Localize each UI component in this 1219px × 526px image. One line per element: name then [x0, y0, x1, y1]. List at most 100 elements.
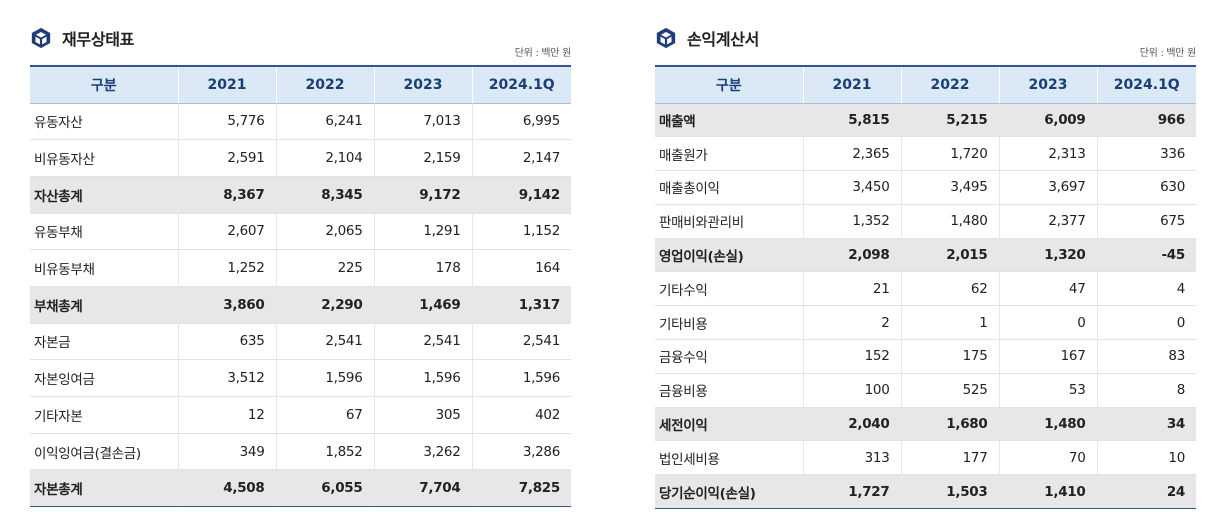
value-cell: 62 [900, 271, 999, 307]
value-cell: 313 [802, 440, 901, 476]
value-cell: 5,776 [177, 103, 276, 141]
value-cell: 70 [998, 440, 1097, 476]
value-cell: 1,503 [900, 474, 999, 510]
value-cell: 2,541 [373, 323, 472, 361]
value-cell: 2,040 [802, 407, 901, 442]
row-label: 자본총계 [30, 469, 178, 508]
value-cell: 3,262 [373, 433, 472, 471]
income-statement-unit: 단위 : 백만 원 [1139, 48, 1197, 59]
value-cell: 1,596 [275, 359, 374, 397]
table-row: 매출총이익 3,450 3,495 3,697 630 [655, 170, 1196, 205]
value-cell: 47 [998, 271, 1097, 307]
value-cell: 1,152 [471, 213, 571, 251]
value-cell: 402 [471, 396, 571, 434]
value-cell: 12 [177, 396, 276, 434]
header-cell: 2021 [177, 65, 276, 104]
value-cell: 3,450 [802, 170, 901, 205]
value-cell: 1,596 [471, 359, 571, 397]
value-cell: 3,697 [998, 170, 1097, 205]
value-cell: 225 [275, 249, 374, 287]
row-label: 영업이익(손실) [655, 238, 803, 273]
table-row: 세전이익 2,040 1,680 1,480 34 [655, 407, 1196, 442]
row-label: 매출총이익 [655, 170, 803, 205]
income-statement-title: 손익계산서 [687, 30, 760, 49]
value-cell: 167 [998, 339, 1097, 374]
header-cell: 구분 [30, 65, 178, 104]
value-cell: 1,352 [802, 204, 901, 239]
row-label: 비유동부채 [30, 249, 178, 287]
value-cell: 1,252 [177, 249, 276, 287]
value-cell: 2 [802, 305, 901, 341]
value-cell: 2,159 [373, 139, 472, 177]
table-row: 자본금 635 2,541 2,541 2,541 [30, 323, 571, 361]
value-cell: 21 [802, 271, 901, 307]
value-cell: 3,495 [900, 170, 999, 205]
header-cell: 2022 [900, 65, 999, 104]
value-cell: 9,142 [471, 176, 571, 214]
value-cell: 1,720 [900, 136, 999, 172]
value-cell: 1,727 [802, 474, 901, 510]
value-cell: 6,055 [275, 469, 374, 508]
value-cell: 1,596 [373, 359, 472, 397]
value-cell: 2,377 [998, 204, 1097, 239]
row-label: 판매비와관리비 [655, 204, 803, 239]
header-cell: 2022 [275, 65, 374, 104]
row-label: 당기순이익(손실) [655, 474, 803, 510]
header-cell: 2021 [802, 65, 901, 104]
table-header-row: 구분 2021 2022 2023 2024.1Q [655, 65, 1196, 104]
table-row: 유동자산 5,776 6,241 7,013 6,995 [30, 103, 571, 141]
value-cell: 152 [802, 339, 901, 374]
value-cell: 336 [1096, 136, 1196, 172]
value-cell: 1,291 [373, 213, 472, 251]
value-cell: 175 [900, 339, 999, 374]
table-row: 기타자본 12 67 305 402 [30, 396, 571, 434]
value-cell: 5,215 [900, 103, 999, 138]
table-row: 비유동부채 1,252 225 178 164 [30, 249, 571, 287]
value-cell: 6,995 [471, 103, 571, 141]
table-row: 금융수익 152 175 167 83 [655, 339, 1196, 374]
value-cell: 8 [1096, 373, 1196, 408]
row-label: 기타수익 [655, 271, 803, 307]
table-row: 자본잉여금 3,512 1,596 1,596 1,596 [30, 359, 571, 397]
value-cell: 8,367 [177, 176, 276, 214]
value-cell: 2,147 [471, 139, 571, 177]
value-cell: 24 [1096, 474, 1196, 510]
value-cell: 349 [177, 433, 276, 471]
value-cell: 2,065 [275, 213, 374, 251]
row-label: 기타자본 [30, 396, 178, 434]
row-label: 기타비용 [655, 305, 803, 341]
value-cell: 525 [900, 373, 999, 408]
table-row: 기타수익 21 62 47 4 [655, 271, 1196, 307]
value-cell: 1,469 [373, 286, 472, 324]
value-cell: 630 [1096, 170, 1196, 205]
value-cell: 3,860 [177, 286, 276, 324]
income-statement-title-bar: 손익계산서 [655, 25, 759, 51]
value-cell: 2,313 [998, 136, 1097, 172]
header-cell: 2024.1Q [1096, 65, 1196, 104]
header-cell: 2023 [373, 65, 472, 104]
balance-sheet-unit: 단위 : 백만 원 [514, 48, 572, 59]
value-cell: 305 [373, 396, 472, 434]
row-label: 자산총계 [30, 176, 178, 214]
cube-icon [656, 27, 676, 49]
income-statement-table: 구분 2021 2022 2023 2024.1Q 매출액 5,815 5,215 6… [655, 65, 1196, 510]
table-header-row: 구분 2021 2022 2023 2024.1Q [30, 65, 571, 104]
value-cell: 5,815 [802, 103, 901, 138]
row-label: 부채총계 [30, 286, 178, 324]
value-cell: 100 [802, 373, 901, 408]
value-cell: 53 [998, 373, 1097, 408]
value-cell: 3,512 [177, 359, 276, 397]
value-cell: 2,365 [802, 136, 901, 172]
value-cell: 675 [1096, 204, 1196, 239]
row-label: 유동부채 [30, 213, 178, 251]
table-row: 영업이익(손실) 2,098 2,015 1,320 -45 [655, 238, 1196, 273]
table-row: 판매비와관리비 1,352 1,480 2,377 675 [655, 204, 1196, 239]
value-cell: 2,541 [471, 323, 571, 361]
table-row: 매출원가 2,365 1,720 2,313 336 [655, 136, 1196, 172]
value-cell: 2,591 [177, 139, 276, 177]
table-row: 이익잉여금(결손금) 349 1,852 3,262 3,286 [30, 433, 571, 471]
table-row: 부채총계 3,860 2,290 1,469 1,317 [30, 286, 571, 324]
table-row: 기타비용 2 1 0 0 [655, 305, 1196, 341]
row-label: 자본금 [30, 323, 178, 361]
value-cell: 966 [1096, 103, 1196, 138]
